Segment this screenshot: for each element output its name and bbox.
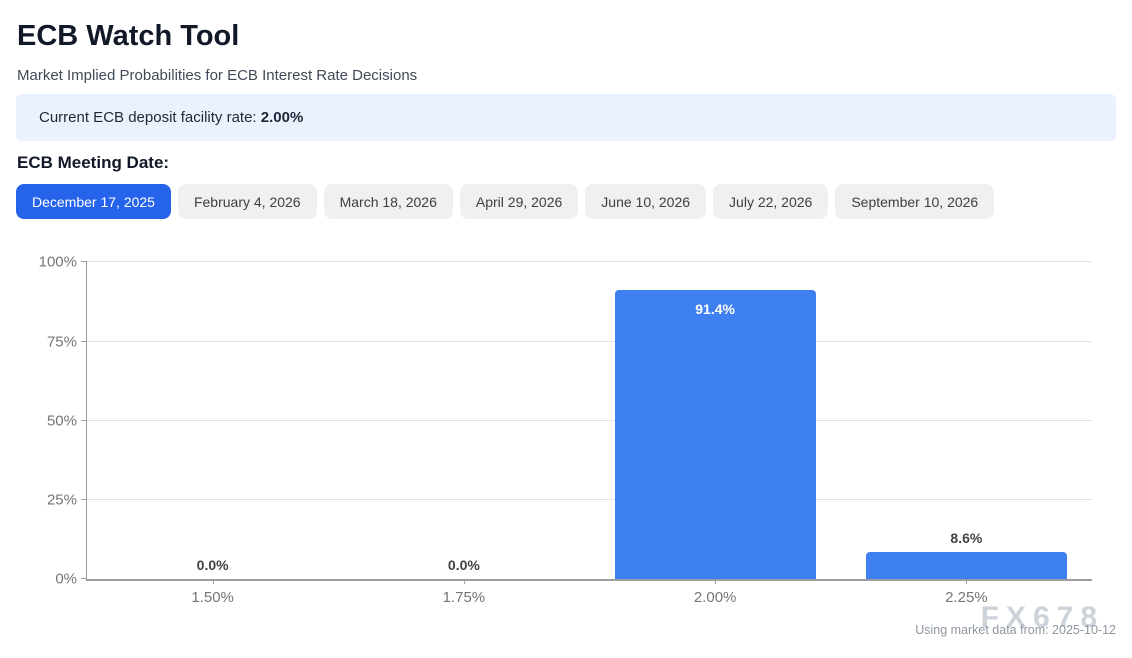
x-axis-tick-2.25%	[966, 579, 968, 585]
x-axis-label-1.50%: 1.50%	[191, 589, 234, 607]
y-axis-label-100%: 100%	[38, 253, 77, 271]
data-source-note: Using market data from: 2025-10-12	[915, 623, 1116, 638]
y-axis-label-50%: 50%	[46, 412, 77, 430]
y-axis-tick-50%	[81, 419, 87, 421]
gridline-75%	[87, 340, 1092, 342]
x-axis-tick-2.00%	[715, 579, 717, 585]
meeting-date-tab-4[interactable]: June 10, 2026	[585, 184, 707, 220]
current-rate-label: Current ECB deposit facility rate:	[39, 109, 261, 127]
x-axis-tick-1.50%	[212, 579, 214, 585]
x-axis-tick-1.75%	[463, 579, 465, 585]
y-axis-label-75%: 75%	[46, 333, 77, 351]
meeting-date-tab-6[interactable]: September 10, 2026	[835, 184, 995, 220]
plot-area: 0% 25% 50% 75% 100% 0.0% 1.50% 0.0% 1.75% 91.4% 2.…	[39, 254, 1092, 606]
y-axis-tick-25%	[81, 499, 87, 501]
category-slot-1.50%: 0.0% 1.50%	[87, 262, 338, 606]
value-label-1.75%: 0.0%	[447, 557, 480, 574]
probability-chart: 0% 25% 50% 75% 100% 0.0% 1.50% 0.0% 1.75% 91.4% 2.…	[16, 233, 1116, 643]
category-slot-2.25%: 8.6% 2.25%	[841, 262, 1092, 606]
meeting-date-tab-3[interactable]: April 29, 2026	[459, 184, 579, 220]
y-axis-label-0%: 0%	[55, 570, 77, 588]
meeting-date-tabs: December 17, 2025 February 4, 2026 March 1…	[16, 184, 1116, 220]
y-axis-label-25%: 25%	[46, 491, 77, 509]
meeting-date-heading: ECB Meeting Date:	[17, 153, 170, 173]
value-label-1.50%: 0.0%	[196, 557, 229, 574]
meeting-date-tab-0[interactable]: December 17, 2025	[16, 184, 171, 220]
y-axis-tick-100%	[81, 261, 87, 263]
ecb-watch-tool-page: ECB Watch Tool Market Implied Probabilit…	[16, 20, 1116, 643]
watermark: FX678	[980, 601, 1104, 635]
value-label-2.25%: 8.6%	[950, 530, 983, 547]
gridline-100%	[87, 261, 1092, 263]
gridline-50%	[87, 419, 1092, 421]
x-axis-label-2.00%: 2.00%	[693, 589, 737, 607]
probability-bar-2.25%[interactable]	[865, 552, 1067, 580]
y-axis-tick-75%	[81, 340, 87, 342]
current-rate-banner: Current ECB deposit facility rate: 2.00%	[16, 94, 1116, 142]
category-slot-2.00%: 91.4% 2.00%	[590, 262, 841, 606]
probability-bar-2.00%[interactable]	[614, 289, 816, 580]
gridline-25%	[87, 499, 1092, 501]
current-rate-value: 2.00%	[260, 109, 304, 127]
meeting-date-tab-5[interactable]: July 22, 2026	[713, 184, 829, 220]
meeting-date-tab-1[interactable]: February 4, 2026	[177, 184, 317, 220]
page-subtitle: Market Implied Probabilities for ECB Int…	[17, 67, 418, 85]
category-slot-1.75%: 0.0% 1.75%	[338, 262, 589, 606]
page-title: ECB Watch Tool	[17, 20, 240, 52]
meeting-date-tab-2[interactable]: March 18, 2026	[323, 184, 453, 220]
x-axis-label-2.25%: 2.25%	[945, 589, 988, 607]
y-axis-tick-0%	[81, 578, 87, 580]
value-label-2.00%: 91.4%	[695, 300, 735, 317]
x-axis-label-1.75%: 1.75%	[442, 589, 486, 607]
